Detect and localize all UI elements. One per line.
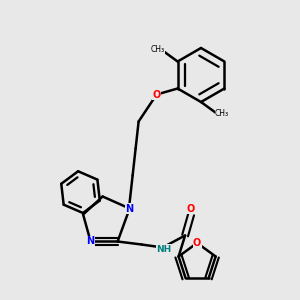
Text: O: O: [152, 89, 161, 100]
Text: O: O: [187, 203, 195, 214]
Text: CH₃: CH₃: [151, 45, 165, 54]
Text: N: N: [87, 236, 95, 247]
Text: NH: NH: [157, 244, 172, 253]
Text: CH₃: CH₃: [215, 110, 229, 118]
Text: O: O: [193, 238, 201, 248]
Text: N: N: [126, 203, 134, 214]
